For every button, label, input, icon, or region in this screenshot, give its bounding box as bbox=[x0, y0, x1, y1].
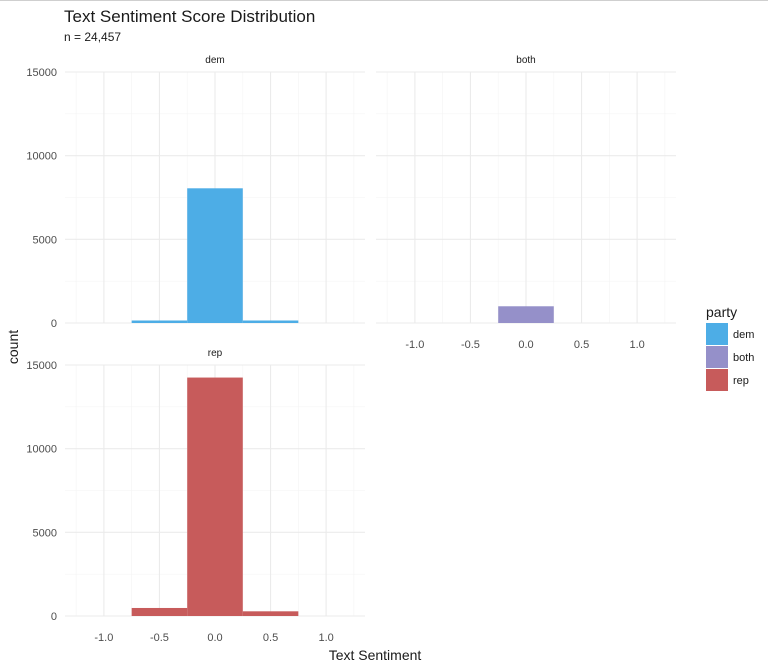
bar-dem-bin-0 bbox=[187, 188, 243, 323]
y-tick-label: 15000 bbox=[26, 67, 57, 79]
legend: party dem both rep bbox=[706, 304, 754, 391]
legend-key-both bbox=[706, 346, 728, 368]
y-axis-title: count bbox=[5, 330, 21, 364]
chart-title: Text Sentiment Score Distribution bbox=[64, 7, 315, 26]
chart-subtitle: n = 24,457 bbox=[64, 30, 121, 44]
x-tick-label: -1.0 bbox=[94, 632, 113, 644]
y-tick-label: 5000 bbox=[33, 234, 57, 246]
x-tick-label: -1.0 bbox=[405, 339, 424, 351]
bar-rep-bin--0.5 bbox=[131, 607, 188, 616]
facet-panel-both: both -1.0 -0.5 0.0 0.5 1.0 bbox=[376, 55, 676, 351]
bar-rep-bin-0 bbox=[187, 377, 243, 616]
bar-rep-bin-0.5 bbox=[242, 611, 299, 616]
top-border bbox=[0, 0, 768, 1]
legend-key-rep bbox=[706, 369, 728, 391]
x-tick-label: 1.0 bbox=[318, 632, 333, 644]
legend-key-dem bbox=[706, 323, 728, 345]
x-axis-title: Text Sentiment bbox=[329, 647, 422, 663]
facet-panel-rep: rep 0 5000 10000 15000 -1.0 -0.5 0.0 0.5 1.0 bbox=[26, 348, 365, 644]
legend-label-dem: dem bbox=[733, 329, 754, 341]
bar-dem-bin--0.5 bbox=[131, 320, 188, 323]
facet-panel-dem: dem 0 5000 10000 15000 bbox=[26, 55, 365, 330]
facet-strip-label: both bbox=[516, 55, 535, 66]
x-tick-label: -0.5 bbox=[461, 339, 480, 351]
y-tick-label: 15000 bbox=[26, 360, 57, 372]
facet-strip-label: rep bbox=[208, 348, 223, 359]
y-tick-label: 10000 bbox=[26, 151, 57, 163]
x-tick-label: 1.0 bbox=[629, 339, 644, 351]
y-tick-label: 5000 bbox=[33, 527, 57, 539]
x-tick-label: 0.0 bbox=[518, 339, 533, 351]
y-tick-label: 0 bbox=[51, 318, 57, 330]
legend-label-rep: rep bbox=[733, 375, 749, 387]
y-tick-label: 10000 bbox=[26, 444, 57, 456]
x-tick-label: 0.0 bbox=[207, 632, 222, 644]
x-tick-label: -0.5 bbox=[150, 632, 169, 644]
y-tick-label: 0 bbox=[51, 611, 57, 623]
bar-dem-bin-0.5 bbox=[242, 320, 299, 323]
facet-strip-label: dem bbox=[205, 55, 224, 66]
legend-label-both: both bbox=[733, 352, 754, 364]
x-tick-label: 0.5 bbox=[263, 632, 278, 644]
bar-both-bin-0 bbox=[498, 306, 554, 323]
legend-title: party bbox=[706, 304, 737, 320]
x-tick-label: 0.5 bbox=[574, 339, 589, 351]
